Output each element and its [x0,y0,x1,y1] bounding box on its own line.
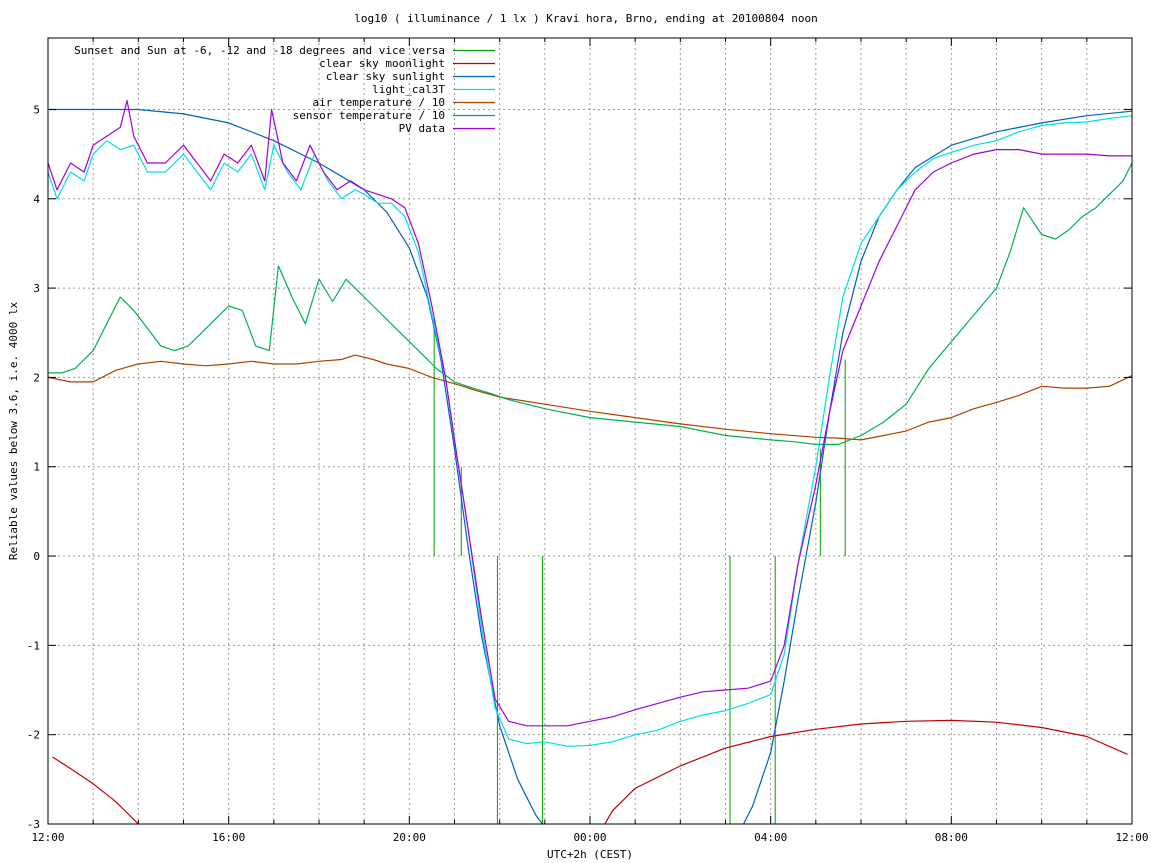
x-tick-label: 20:00 [393,831,426,844]
axis-ticks: 12:00 16:00 20:00 00:00 04:00 08:00 12:00-3-2-… [27,38,1149,844]
x-axis-label: UTC+2h (CEST) [547,848,633,861]
y-tick-label: -2 [27,729,40,742]
legend-label: clear sky sunlight [326,70,445,83]
x-tick-label: 12:00 [31,831,64,844]
series-sensor-temperature-10 [48,162,1132,445]
legend-label: light_cal3T [372,83,445,96]
x-tick-label: 04:00 [754,831,787,844]
legend-label: PV data [399,122,445,135]
y-tick-label: 5 [33,103,40,116]
x-tick-label: 08:00 [935,831,968,844]
legend-label: air temperature / 10 [313,96,445,109]
grid-lines [48,38,1132,824]
x-tick-label: 16:00 [212,831,245,844]
y-tick-label: 4 [33,193,40,206]
series-pv-data [48,99,1132,727]
series-air-temperature-10 [48,354,1132,441]
x-tick-label: 00:00 [573,831,606,844]
series-lines [48,99,1132,824]
legend-label: Sunset and Sun at -6, -12 and -18 degree… [74,44,445,57]
chart-title: log10 ( illuminance / 1 lx ) Kravi hora,… [354,12,818,25]
legend-label: clear sky moonlight [319,57,445,70]
legend: Sunset and Sun at -6, -12 and -18 degree… [74,44,495,135]
plot-area [48,99,1132,824]
series-clear-sky-moonlight [52,719,1128,824]
y-tick-label: -1 [27,639,40,652]
legend-label: sensor temperature / 10 [293,109,445,122]
y-tick-label: 3 [33,282,40,295]
y-tick-label: 0 [33,550,40,563]
y-tick-label: -3 [27,818,40,831]
x-tick-label: 12:00 [1115,831,1148,844]
y-axis-label: Reliable values below 3.6, i.e. 4000 lx [7,301,20,560]
series-light-cal3t [48,115,1132,747]
y-tick-label: 2 [33,371,40,384]
y-tick-label: 1 [33,461,40,474]
